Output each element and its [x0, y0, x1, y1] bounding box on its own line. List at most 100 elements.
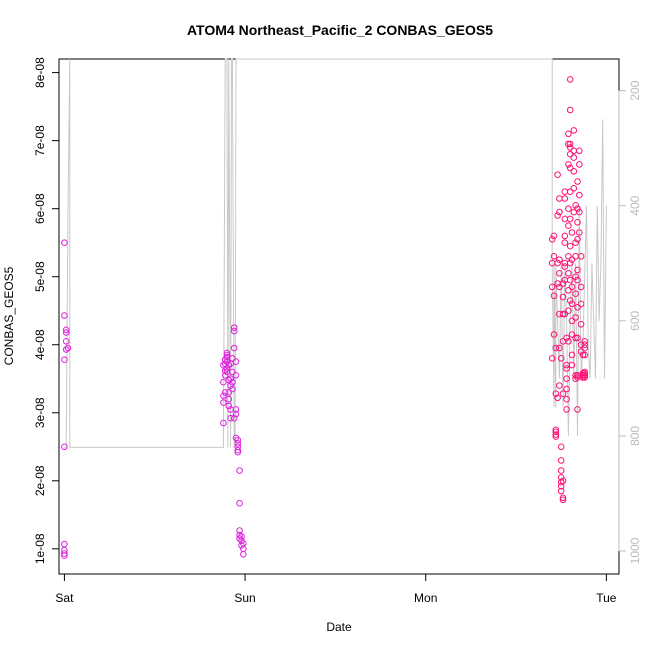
data-point — [61, 443, 68, 451]
data-point — [581, 370, 589, 377]
data-point — [563, 361, 570, 369]
data-point — [574, 178, 581, 185]
data-point — [561, 263, 569, 270]
data-point — [565, 140, 572, 148]
data-point — [572, 202, 579, 209]
data-point — [240, 551, 247, 558]
data-point — [559, 280, 567, 287]
data-point — [565, 338, 572, 345]
data-point — [236, 467, 243, 474]
data-point — [572, 375, 579, 383]
right-tick-label: 1000 — [628, 537, 642, 564]
data-point — [570, 147, 578, 155]
data-point — [229, 378, 236, 386]
data-point — [238, 533, 245, 540]
data-point — [570, 168, 578, 175]
plot-frame — [58, 58, 620, 575]
data-point — [229, 368, 236, 376]
data-point — [565, 287, 572, 294]
data-point — [61, 312, 68, 319]
data-point — [220, 419, 227, 427]
data-point — [574, 406, 581, 413]
data-point — [568, 351, 576, 359]
data-point — [566, 215, 574, 223]
data-point — [576, 208, 583, 216]
data-point — [574, 276, 581, 284]
data-point — [234, 436, 242, 444]
data-point — [234, 446, 242, 454]
data-point — [579, 351, 587, 359]
pressure-line-layer — [64, 58, 607, 448]
data-point — [572, 252, 579, 260]
data-point — [556, 208, 563, 216]
plot-area — [58, 58, 620, 575]
y-axis: 1e-08 2e-08 3e-08 4e-08 5e-08 6e-08 7e-08 8e-08 — [33, 57, 60, 564]
data-point — [230, 327, 238, 335]
data-point — [572, 290, 579, 298]
x-tick-label: Sun — [234, 591, 255, 605]
data-point — [227, 382, 234, 389]
data-point — [223, 349, 231, 357]
y-tick-label: 1e-08 — [33, 533, 47, 564]
data-point — [561, 215, 569, 223]
x-tick-label: Tue — [596, 591, 617, 605]
data-point — [565, 161, 572, 168]
data-point — [574, 236, 581, 243]
data-point — [223, 351, 231, 359]
data-point — [552, 428, 560, 436]
data-point — [62, 346, 70, 353]
data-point — [220, 378, 227, 386]
data-point — [61, 239, 68, 246]
data-point — [61, 356, 68, 364]
data-point — [561, 232, 569, 240]
data-point — [577, 252, 585, 260]
data-point — [557, 478, 565, 486]
data-point — [566, 188, 574, 195]
data-point — [563, 406, 570, 413]
data-point — [227, 414, 234, 422]
data-point — [552, 344, 560, 352]
data-point — [581, 372, 589, 379]
data-point — [559, 338, 567, 345]
data-point — [552, 390, 560, 398]
right-pressure-axis: 200 400 600 800 1000 — [618, 80, 642, 564]
data-point — [570, 208, 578, 216]
data-point — [232, 406, 240, 413]
data-point — [548, 283, 556, 291]
data-point — [577, 341, 585, 349]
data-point — [577, 321, 585, 328]
data-point — [550, 232, 558, 240]
data-point — [565, 270, 572, 277]
data-point — [570, 154, 578, 161]
data-point — [574, 266, 581, 274]
right-tick-label: 400 — [628, 195, 642, 215]
data-point — [568, 256, 576, 264]
data-point — [581, 351, 589, 359]
data-point — [559, 310, 567, 318]
data-point — [61, 550, 68, 557]
data-point — [566, 140, 574, 148]
data-point — [574, 205, 581, 212]
data-point — [550, 252, 558, 260]
data-point — [229, 355, 236, 362]
data-point — [581, 338, 589, 345]
data-point — [220, 361, 227, 369]
data-point — [565, 205, 572, 212]
data-point — [557, 355, 565, 362]
data-point — [554, 171, 561, 178]
data-point — [565, 307, 572, 315]
data-point — [230, 324, 238, 332]
data-point — [559, 496, 567, 504]
data-point — [579, 370, 587, 377]
data-points-layer — [61, 76, 589, 559]
data-point — [557, 457, 565, 464]
data-point — [572, 239, 579, 246]
data-point — [236, 527, 243, 534]
data-point — [552, 433, 560, 440]
data-point — [232, 434, 240, 442]
y-tick-label: 6e-08 — [33, 193, 47, 224]
x-tick-label: Mon — [414, 591, 437, 605]
data-point — [556, 256, 563, 264]
data-point — [576, 161, 583, 168]
